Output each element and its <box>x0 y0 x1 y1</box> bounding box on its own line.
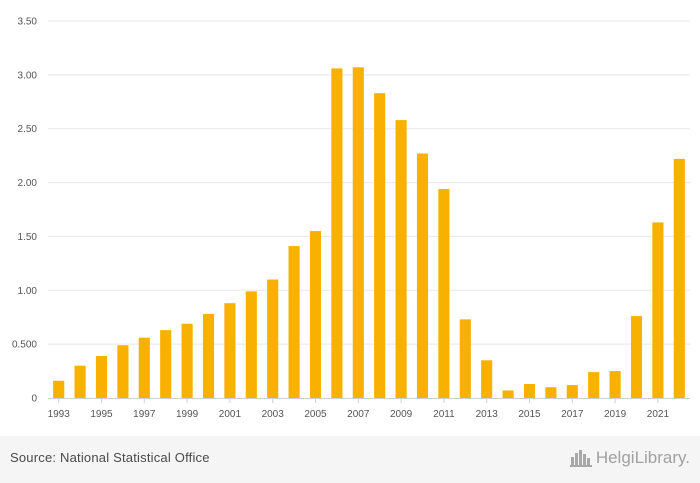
bar-1994 <box>74 365 86 398</box>
x-axis-ticks: 1993 1995 1997 1999 2001 2003 2005 2007 2009 2011… <box>48 398 670 420</box>
bars <box>53 67 685 399</box>
bar-1995 <box>95 355 108 398</box>
helgi-library-logo[interactable]: HelgiLibrary. <box>569 448 690 468</box>
x-tick-label: 2021 <box>647 409 670 420</box>
x-tick-label: 2013 <box>476 409 499 420</box>
y-tick-label: 1.50 <box>18 232 38 243</box>
bar-1999 <box>181 323 193 398</box>
x-tick-label: 2019 <box>604 409 627 420</box>
bar-2010 <box>416 153 429 398</box>
y-tick-label: 2.50 <box>18 124 38 135</box>
y-tick-label: 2.00 <box>18 178 38 189</box>
bar-2017 <box>566 385 578 398</box>
grid-lines <box>48 20 690 345</box>
x-tick-label: 2009 <box>390 409 413 420</box>
city-skyline-icon <box>569 450 592 467</box>
y-axis-ticks: 0 0.500 1.00 1.50 2.00 2.50 3.00 3.50 <box>12 17 37 405</box>
bar-1997 <box>138 337 150 398</box>
footer: Source: National Statistical Office Helg… <box>0 436 700 483</box>
x-tick-label: 2015 <box>518 409 541 420</box>
bar-2022 <box>673 158 685 398</box>
bar-2013 <box>481 360 493 398</box>
bar-2011 <box>438 189 450 398</box>
x-tick-label: 1997 <box>133 409 156 420</box>
bar-2003 <box>267 279 279 398</box>
bar-2009 <box>395 120 407 399</box>
bar-2004 <box>288 246 300 398</box>
y-tick-label: 1.00 <box>18 286 38 297</box>
bar-2015 <box>523 383 536 398</box>
bar-2006 <box>331 68 343 398</box>
bar-2012 <box>459 319 471 398</box>
x-tick-label: 1995 <box>90 409 113 420</box>
bar-2002 <box>245 291 257 398</box>
bar-2016 <box>545 387 557 398</box>
bar-2018 <box>588 372 600 398</box>
bar-2000 <box>202 313 215 398</box>
x-tick-label: 2007 <box>347 409 370 420</box>
y-tick-label: 0.500 <box>12 340 37 351</box>
y-tick-label: 3.00 <box>18 70 38 81</box>
bar-2021 <box>652 222 664 398</box>
x-tick-label: 2017 <box>561 409 584 420</box>
bar-2005 <box>309 231 322 398</box>
x-tick-label: 2003 <box>262 409 285 420</box>
x-tick-label: 2005 <box>304 409 327 420</box>
x-tick-label: 1993 <box>48 409 71 420</box>
y-tick-label: 3.50 <box>18 17 38 28</box>
bar-1993 <box>53 380 65 398</box>
x-tick-label: 1999 <box>176 409 199 420</box>
bar-2020 <box>630 316 643 398</box>
y-tick-label: 0 <box>31 394 37 405</box>
x-tick-label: 2011 <box>433 409 455 420</box>
bar-1998 <box>160 330 172 398</box>
logo-text: HelgiLibrary. <box>595 448 690 467</box>
bar-2008 <box>374 93 386 398</box>
x-tick-label: 2001 <box>219 409 242 420</box>
source-note: Source: National Statistical Office <box>10 450 210 465</box>
bar-2007 <box>352 67 364 399</box>
bar-2014 <box>502 390 514 398</box>
bar-2001 <box>224 303 236 398</box>
bar-2019 <box>609 371 621 398</box>
bar-1996 <box>117 345 129 398</box>
